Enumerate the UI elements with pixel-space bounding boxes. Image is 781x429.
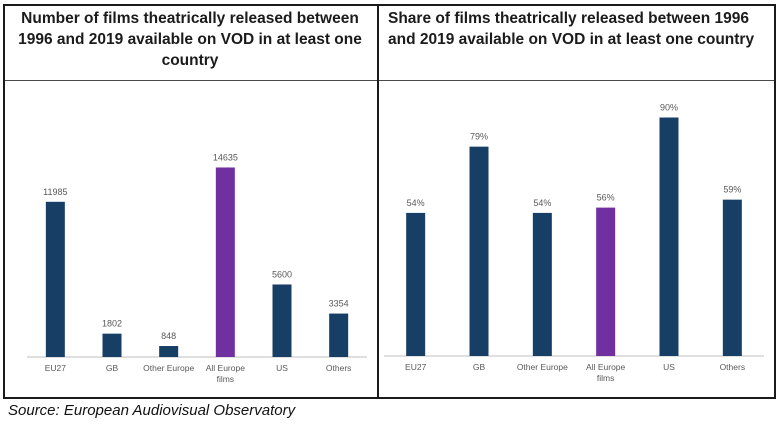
count-value-label-3: 14635 xyxy=(213,152,238,162)
count-bar-0 xyxy=(45,201,65,357)
count-bar-5 xyxy=(329,313,349,357)
share-tick-label-5: Others xyxy=(720,362,746,372)
count-bar-3 xyxy=(215,167,235,357)
count-value-label-1: 1802 xyxy=(102,319,122,329)
share-value-label-4: 90% xyxy=(660,103,678,113)
figure-frame xyxy=(3,4,776,399)
count-tick-label-3-line-1: films xyxy=(217,374,234,384)
share-tick-label-1: GB xyxy=(473,362,486,372)
header-rule-left xyxy=(5,80,377,81)
share-bar-2 xyxy=(532,212,552,356)
count-tick-label-5: Others xyxy=(326,363,352,373)
count-tick-label-0: EU27 xyxy=(45,363,67,373)
count-value-label-2: 848 xyxy=(161,331,176,341)
panel-divider xyxy=(377,4,379,399)
count-bar-4 xyxy=(272,284,292,357)
share-bar-3 xyxy=(596,207,616,356)
share-bar-0 xyxy=(406,212,426,356)
count-value-label-4: 5600 xyxy=(272,269,292,279)
count-tick-label-4: US xyxy=(276,363,288,373)
count-tick-label-2: Other Europe xyxy=(143,363,194,373)
source-note: Source: European Audiovisual Observatory xyxy=(8,402,296,419)
share-value-label-0: 54% xyxy=(407,198,425,208)
count-value-label-5: 3354 xyxy=(329,299,349,309)
share-tick-label-4: US xyxy=(663,362,675,372)
share-value-label-1: 79% xyxy=(470,132,488,142)
share-tick-label-3-line-1: films xyxy=(597,373,614,383)
share-bar-1 xyxy=(469,146,489,356)
chart-title-share: Share of films theatrically released bet… xyxy=(388,10,755,48)
count-tick-label-1: GB xyxy=(106,363,119,373)
count-value-label-0: 11985 xyxy=(43,187,67,197)
share-tick-label-0: EU27 xyxy=(405,362,427,372)
header-rule-right xyxy=(379,80,774,81)
share-value-label-3: 56% xyxy=(597,193,615,203)
share-tick-label-3-line-0: All Europe xyxy=(586,362,625,372)
share-value-label-5: 59% xyxy=(723,185,741,195)
share-value-label-2: 54% xyxy=(533,198,551,208)
count-tick-label-3-line-0: All Europe xyxy=(206,363,245,373)
chart-title-count: Number of films theatrically released be… xyxy=(18,10,362,69)
share-bar-5 xyxy=(722,199,742,356)
share-tick-label-2: Other Europe xyxy=(517,362,568,372)
count-bar-2 xyxy=(159,346,179,357)
count-bar-1 xyxy=(102,333,122,357)
share-bar-4 xyxy=(659,117,679,356)
